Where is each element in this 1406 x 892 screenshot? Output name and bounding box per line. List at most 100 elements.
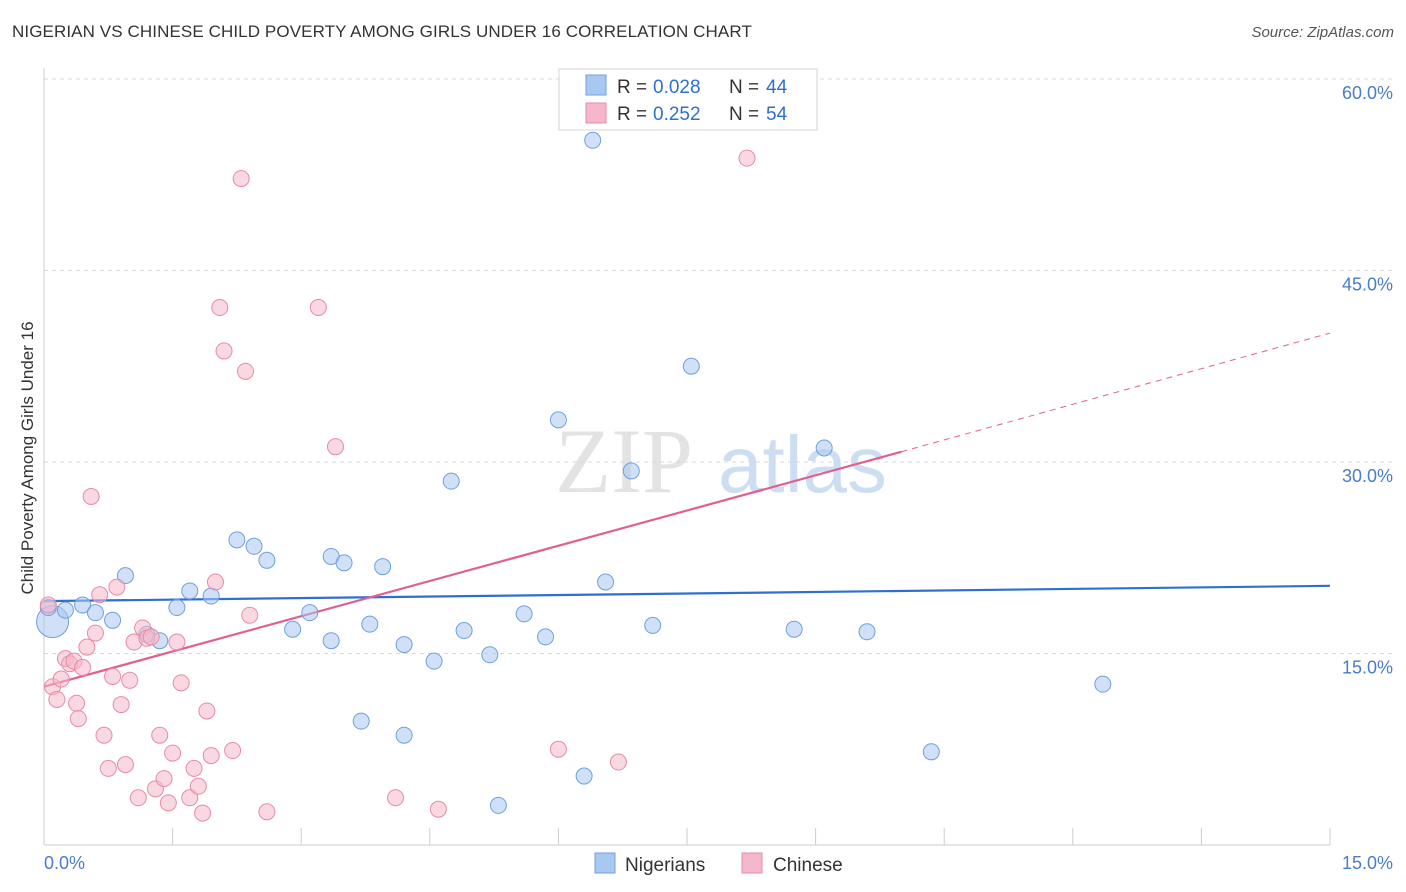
legend-r-label-chinese: R = xyxy=(617,104,647,125)
legend-r-value-nigerians: 0.028 xyxy=(653,77,701,98)
data-points xyxy=(36,131,1112,822)
point-nigerians-2 xyxy=(74,596,92,614)
legend-swatch-nigerians xyxy=(585,74,607,96)
point-nigerians-18 xyxy=(335,554,353,572)
point-nigerians-25 xyxy=(455,622,473,640)
chart-title: NIGERIAN VS CHINESE CHILD POVERTY AMONG … xyxy=(12,22,752,41)
point-nigerians-28 xyxy=(515,605,533,623)
point-nigerians-13 xyxy=(258,551,276,569)
point-nigerians-3 xyxy=(86,604,104,622)
legend-top: R = 0.028 N = 44 R = 0.252 N = 54 xyxy=(558,68,818,131)
point-chinese-2 xyxy=(48,690,66,708)
point-chinese-18 xyxy=(112,696,130,714)
point-nigerians-30 xyxy=(549,411,567,429)
watermark-zip: ZIP xyxy=(555,410,693,512)
point-chinese-15 xyxy=(99,759,117,777)
x-tick-label-1: 15.0% xyxy=(1342,853,1393,873)
point-nigerians-36 xyxy=(682,357,700,375)
point-chinese-46 xyxy=(258,803,276,821)
point-nigerians-17 xyxy=(322,632,340,650)
point-chinese-25 xyxy=(142,628,160,646)
legend-n-value-chinese: 54 xyxy=(766,104,788,125)
point-chinese-52 xyxy=(609,753,627,771)
point-chinese-43 xyxy=(232,170,250,188)
point-nigerians-21 xyxy=(395,726,413,744)
point-nigerians-8 xyxy=(168,599,186,617)
legend-r-value-chinese: 0.252 xyxy=(653,104,701,125)
point-nigerians-27 xyxy=(489,796,507,814)
point-nigerians-22 xyxy=(395,636,413,654)
watermark: ZIP atlas xyxy=(555,410,887,512)
point-nigerians-32 xyxy=(584,131,602,149)
point-nigerians-29 xyxy=(537,628,555,646)
legend-bottom: Nigerians Chinese xyxy=(594,852,843,876)
y-axis-label: Child Poverty Among Girls Under 16 xyxy=(18,321,37,594)
trend-lines xyxy=(43,332,1331,688)
point-chinese-40 xyxy=(211,299,229,317)
bottom-legend-label-chinese: Chinese xyxy=(773,855,843,876)
point-chinese-50 xyxy=(429,800,447,818)
trend-line-nigerians xyxy=(43,584,1331,603)
point-nigerians-19 xyxy=(361,615,379,633)
legend-n-label-chinese: N = xyxy=(729,104,759,125)
point-chinese-9 xyxy=(74,659,92,677)
point-nigerians-40 xyxy=(922,743,940,761)
y-tick-label-0: 15.0% xyxy=(1342,658,1393,678)
point-chinese-32 xyxy=(172,674,190,692)
point-nigerians-26 xyxy=(481,646,499,664)
legend-r-label-nigerians: R = xyxy=(617,77,647,98)
y-tick-label-3: 60.0% xyxy=(1342,83,1393,103)
trend-line-extension-chinese xyxy=(901,332,1331,453)
point-chinese-41 xyxy=(215,342,233,360)
point-chinese-27 xyxy=(151,726,169,744)
point-chinese-37 xyxy=(198,702,216,720)
legend-n-value-nigerians: 44 xyxy=(766,77,788,98)
point-chinese-42 xyxy=(224,742,242,760)
point-chinese-39 xyxy=(206,573,224,591)
point-chinese-31 xyxy=(168,633,186,651)
point-chinese-29 xyxy=(159,794,177,812)
point-chinese-12 xyxy=(86,624,104,642)
point-nigerians-37 xyxy=(785,620,803,638)
point-chinese-19 xyxy=(116,756,134,774)
point-chinese-33 xyxy=(181,789,199,807)
point-nigerians-23 xyxy=(425,652,443,670)
legend-swatch-chinese xyxy=(585,102,607,124)
point-chinese-22 xyxy=(129,789,147,807)
y-tick-label-2: 45.0% xyxy=(1342,275,1393,295)
chart-source: Source: ZipAtlas.com xyxy=(1251,24,1394,41)
point-chinese-11 xyxy=(82,487,100,505)
point-nigerians-15 xyxy=(301,604,319,622)
legend-n-label-nigerians: N = xyxy=(729,77,759,98)
point-nigerians-33 xyxy=(597,573,615,591)
point-nigerians-9 xyxy=(181,582,199,600)
point-nigerians-10 xyxy=(202,587,220,605)
point-chinese-44 xyxy=(236,362,254,380)
bottom-legend-swatch-nigerians xyxy=(594,852,616,874)
point-chinese-16 xyxy=(104,667,122,685)
point-nigerians-35 xyxy=(644,616,662,634)
point-nigerians-4 xyxy=(104,611,122,629)
point-nigerians-41 xyxy=(1094,675,1112,693)
point-nigerians-1 xyxy=(56,601,74,619)
point-nigerians-42 xyxy=(352,712,370,730)
point-chinese-13 xyxy=(91,586,109,604)
bottom-legend-swatch-chinese xyxy=(741,852,763,874)
bottom-legend-label-nigerians: Nigerians xyxy=(625,855,705,876)
point-nigerians-11 xyxy=(228,531,246,549)
point-chinese-3 xyxy=(52,670,70,688)
point-chinese-53 xyxy=(738,149,756,167)
point-nigerians-39 xyxy=(858,623,876,641)
point-nigerians-20 xyxy=(374,558,392,576)
point-chinese-48 xyxy=(326,438,344,456)
point-nigerians-31 xyxy=(575,767,593,785)
point-chinese-17 xyxy=(108,578,126,596)
point-nigerians-12 xyxy=(245,537,263,555)
point-nigerians-5 xyxy=(116,567,134,585)
point-chinese-28 xyxy=(155,770,173,788)
point-chinese-34 xyxy=(185,759,203,777)
axes xyxy=(43,68,1331,846)
point-chinese-8 xyxy=(69,710,87,728)
x-tick-label-0: 0.0% xyxy=(44,853,85,873)
